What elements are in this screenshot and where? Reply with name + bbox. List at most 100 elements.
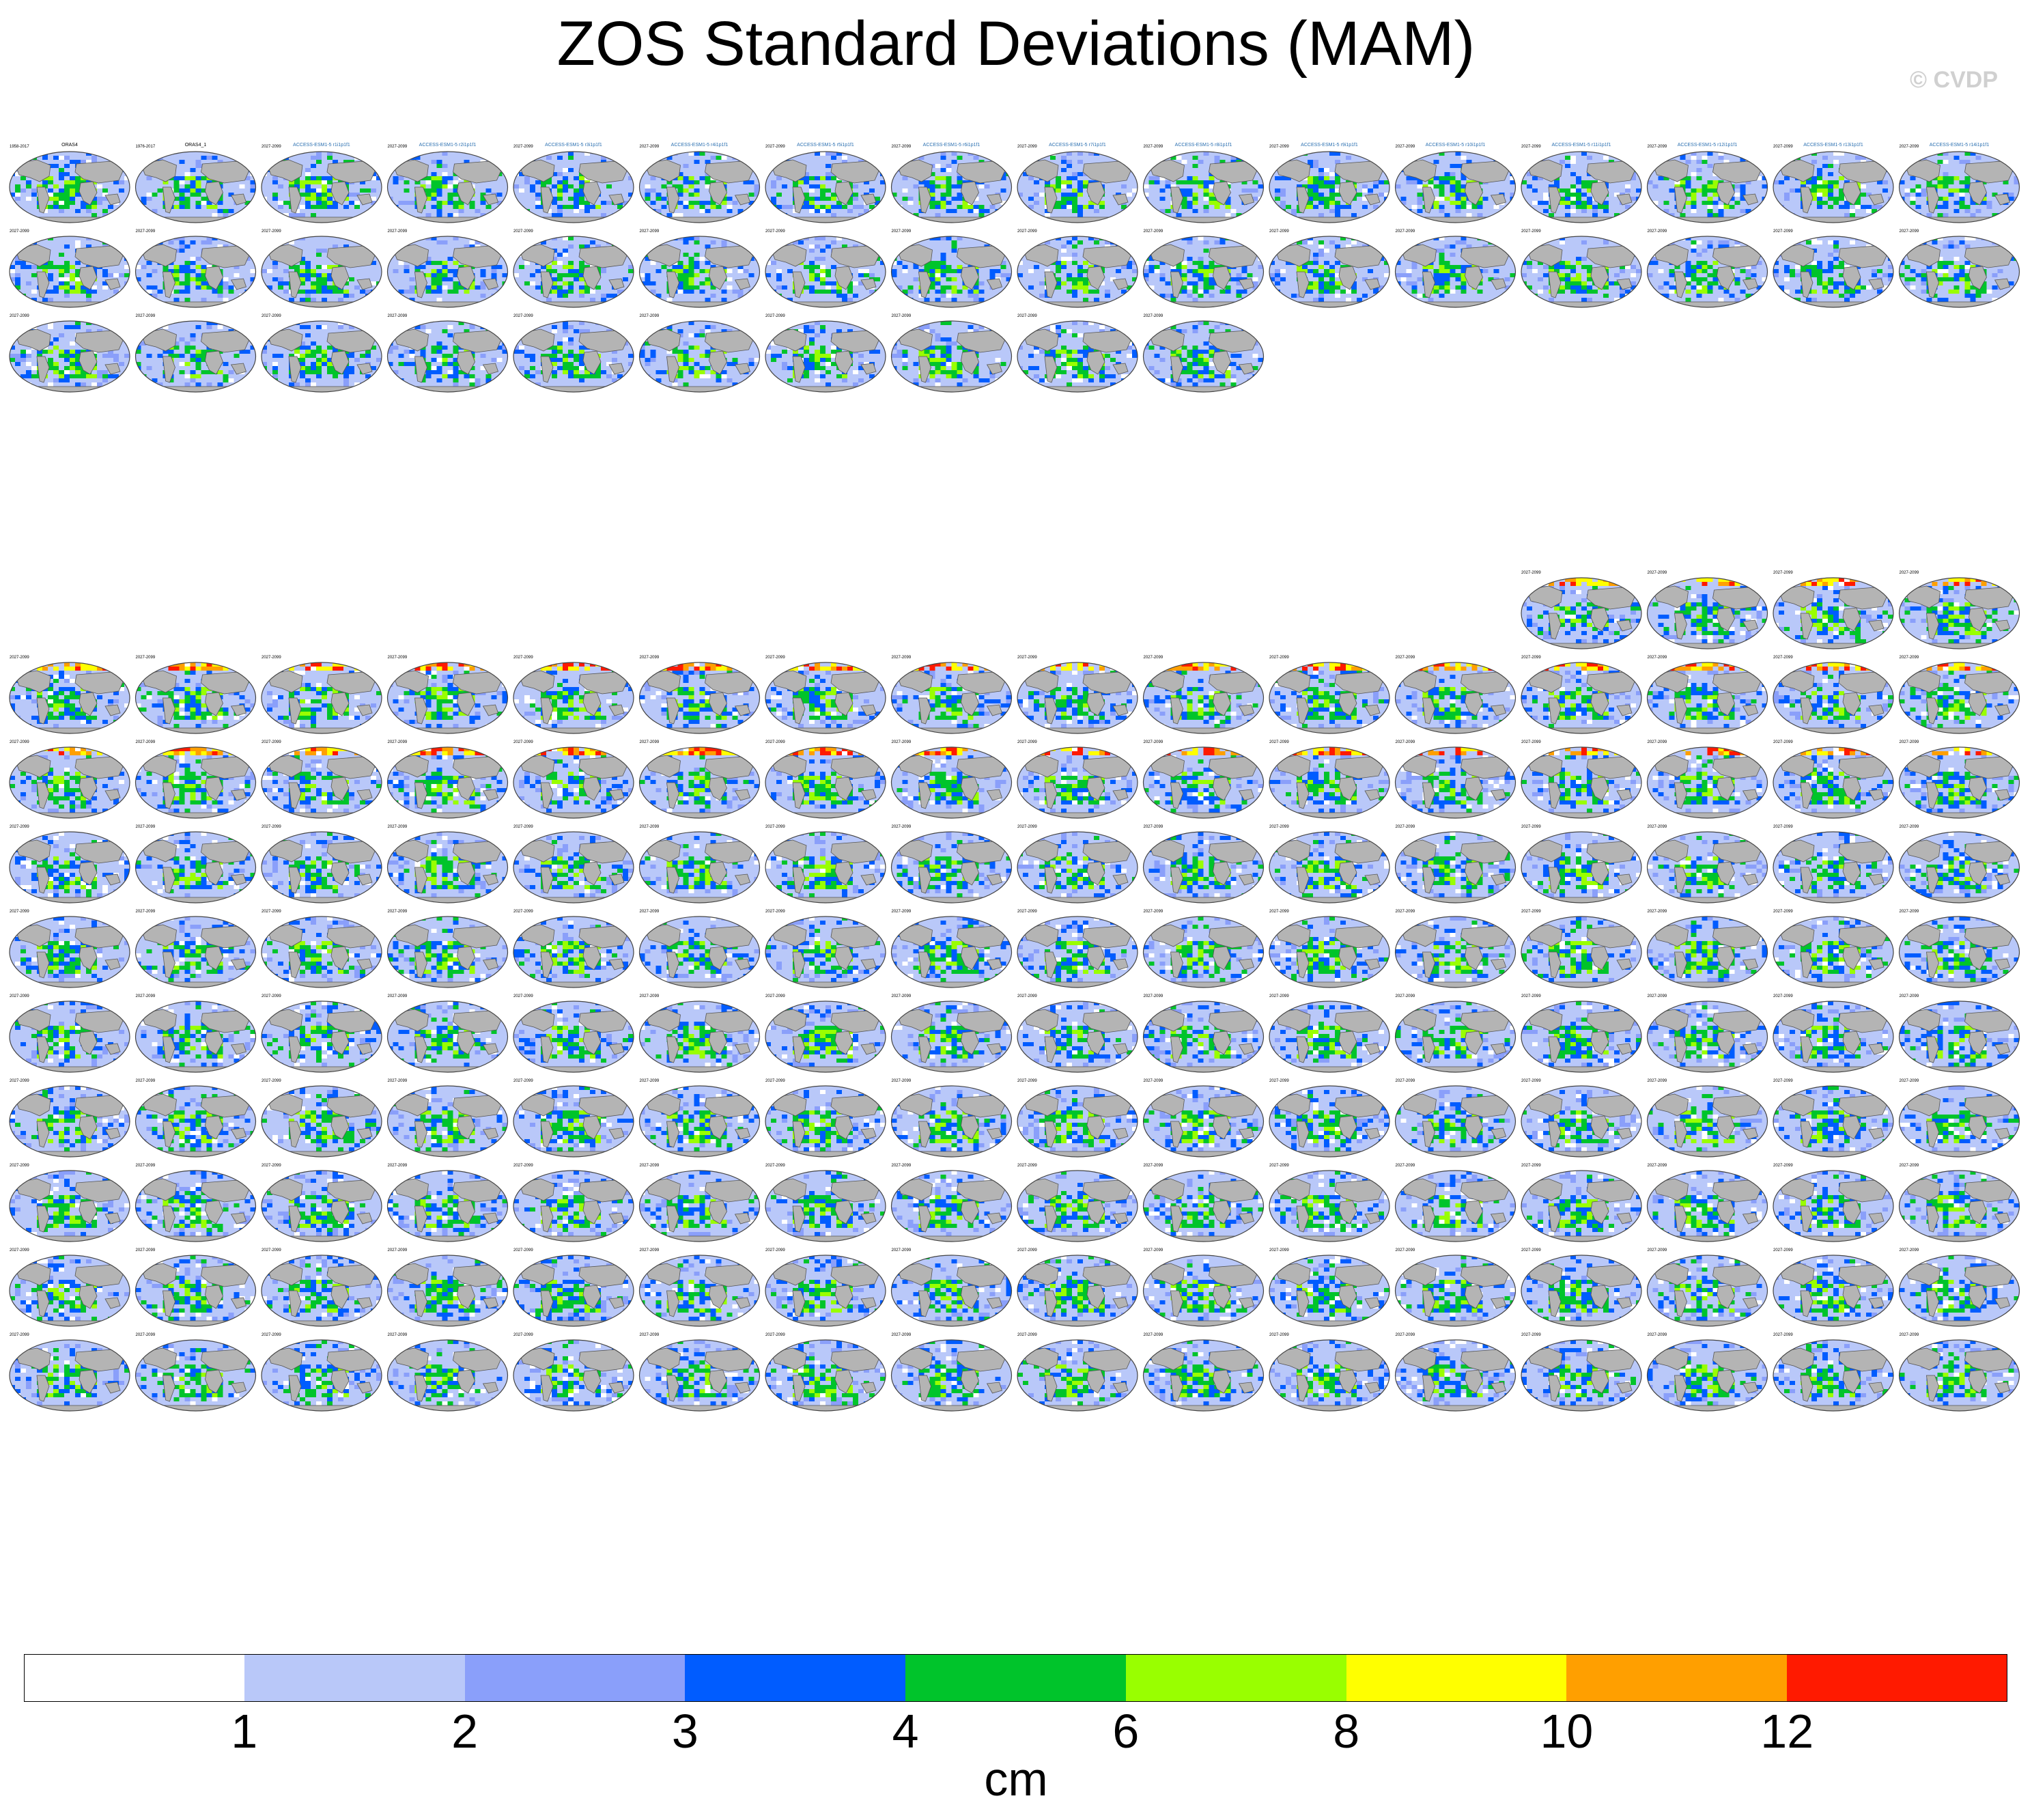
panel-period-label: 2027-2099 (262, 1164, 281, 1168)
map-panel: 2027-2099 (638, 1079, 761, 1158)
panel-period-label: 2027-2099 (1017, 910, 1037, 914)
map-panel: 2027-2099 (1269, 1164, 1390, 1242)
colorbar-tick-label: 3 (672, 1707, 698, 1755)
map-panel: 2027-2099 (386, 1079, 509, 1158)
panel-period-label: 2027-2099 (1017, 740, 1037, 744)
panel-period-label: 2027-2099 (1900, 1079, 1919, 1083)
map-panel: 2027-2099 (1142, 910, 1265, 988)
panel-period-label: 2027-2099 (640, 656, 660, 660)
map-panel: 2027-2099 (890, 229, 1013, 308)
map-panel: 2027-2099 (1646, 1164, 1768, 1242)
map-panel: 2027-2099 (513, 910, 634, 988)
panel-period-label: 2027-2099 (765, 740, 785, 744)
map-panel: 2027-2099 (1646, 910, 1768, 988)
map-panel: 1976-2017 ORAS4_1 (135, 143, 257, 223)
panel-period-label: 2027-2099 (765, 1248, 785, 1252)
map-panel: 2027-2099 (890, 656, 1013, 734)
map-panel: 2027-2099 ACCESS-ESM1-5 r7i1p1f1 (1017, 143, 1138, 223)
map-panel: 2027-2099 (1269, 229, 1390, 308)
map-panel: 2027-2099 (135, 656, 257, 734)
panel-period-label: 2027-2099 (388, 1164, 408, 1168)
panel-period-label: 2027-2099 (765, 229, 785, 234)
map-panel: 2027-2099 (386, 740, 509, 819)
panel-period-label: 2027-2099 (1773, 1333, 1793, 1337)
panel-period-label: 2027-2099 (513, 825, 533, 829)
panel-period-label: 2027-2099 (1269, 740, 1289, 744)
panel-period-label: 2027-2099 (892, 656, 912, 660)
map-panel: 2027-2099 (261, 1079, 382, 1158)
map-panel: 2027-2099 (513, 229, 634, 308)
map-panel: 2027-2099 (1017, 656, 1138, 734)
map-panel: 2027-2099 (9, 1079, 130, 1158)
panel-period-label: 2027-2099 (513, 910, 533, 914)
panel-period-label: 2027-2099 (513, 229, 533, 234)
map-panel: 2027-2099 (135, 1333, 257, 1412)
panel-period-label: 2027-2099 (388, 1333, 408, 1337)
panel-period-label: 2027-2099 (136, 910, 156, 914)
panel-title: ACCESS-ESM1-5 r7i1p1f1 (1049, 143, 1106, 148)
map-panel: 2027-2099 (9, 229, 130, 308)
map-panel: 2027-2099 (513, 1248, 634, 1327)
panel-period-label: 2027-2099 (1144, 229, 1163, 234)
map-panel: 2027-2099 (1898, 229, 2020, 308)
panel-period-label: 2027-2099 (1648, 229, 1667, 234)
panel-period-label: 2027-2099 (1396, 229, 1415, 234)
panel-period-label: 2027-2099 (1521, 1248, 1541, 1252)
map-panel: 2027-2099 (135, 1248, 257, 1327)
map-panel: 2027-2099 (261, 314, 382, 393)
map-panel: 2027-2099 (9, 1333, 130, 1412)
panel-period-label: 2027-2099 (1648, 1333, 1667, 1337)
panel-period-label: 2027-2099 (1900, 1164, 1919, 1168)
panel-period-label: 2027-2099 (1648, 1164, 1667, 1168)
map-panel: 2027-2099 (1898, 1248, 2020, 1327)
panel-period-label: 2027-2099 (10, 910, 29, 914)
map-panel: 2027-2099 (386, 229, 509, 308)
map-panel: 2027-2099 (890, 994, 1013, 1073)
map-panel: 2027-2099 (1017, 1248, 1138, 1327)
panel-period-label: 2027-2099 (1648, 145, 1667, 149)
map-panel: 2027-2099 (135, 825, 257, 904)
colorbar-segment (1125, 1654, 1347, 1702)
panel-period-label: 2027-2099 (1521, 825, 1541, 829)
panel-period-label: 2027-2099 (765, 314, 785, 318)
map-panel: 2027-2099 (1142, 1333, 1265, 1412)
panel-period-label: 2027-2099 (1396, 740, 1415, 744)
map-panel: 2027-2099 (513, 1164, 634, 1242)
panel-period-label: 2027-2099 (1144, 314, 1163, 318)
panel-period-label: 2027-2099 (1900, 571, 1919, 575)
map-panel: 2027-2099 (1394, 229, 1516, 308)
map-panel: 2027-2099 (1394, 825, 1516, 904)
panel-period-label: 2027-2099 (640, 994, 660, 998)
panel-period-label: 2027-2099 (640, 229, 660, 234)
panel-period-label: 2027-2099 (1648, 1248, 1667, 1252)
colorbar (24, 1654, 2008, 1702)
panel-period-label: 2027-2099 (1269, 1164, 1289, 1168)
map-panel: 2027-2099 (1898, 740, 2020, 819)
panel-period-label: 2027-2099 (1521, 145, 1541, 149)
panel-period-label: 2027-2099 (1269, 1079, 1289, 1083)
panel-period-label: 2027-2099 (1017, 1079, 1037, 1083)
map-panel: 2027-2099 (1394, 994, 1516, 1073)
panel-period-label: 2027-2099 (640, 825, 660, 829)
map-panel: 2027-2099 (1142, 229, 1265, 308)
map-panel: 2027-2099 (261, 1164, 382, 1242)
panel-period-label: 2027-2099 (136, 656, 156, 660)
panel-period-label: 2027-2099 (1900, 1333, 1919, 1337)
map-panel: 2027-2099 (386, 994, 509, 1073)
map-panel: 2027-2099 (1017, 1333, 1138, 1412)
panel-period-label: 2027-2099 (262, 994, 281, 998)
map-panel: 2027-2099 ACCESS-ESM1-5 r10i1p1f1 (1394, 143, 1516, 223)
map-panel: 2027-2099 (1773, 229, 1894, 308)
panel-period-label: 1958-2017 (10, 145, 29, 149)
panel-period-label: 2027-2099 (513, 740, 533, 744)
map-panel: 2027-2099 (1646, 656, 1768, 734)
panel-period-label: 2027-2099 (136, 994, 156, 998)
panel-period-label: 2027-2099 (1269, 910, 1289, 914)
panel-period-label: 2027-2099 (1773, 145, 1793, 149)
panel-period-label: 2027-2099 (388, 994, 408, 998)
panel-period-label: 2027-2099 (10, 656, 29, 660)
map-panel: 2027-2099 ACCESS-ESM1-5 r6i1p1f1 (890, 143, 1013, 223)
panel-period-label: 2027-2099 (388, 145, 408, 149)
map-panel: 2027-2099 (1394, 1333, 1516, 1412)
panel-period-label: 2027-2099 (1017, 1248, 1037, 1252)
